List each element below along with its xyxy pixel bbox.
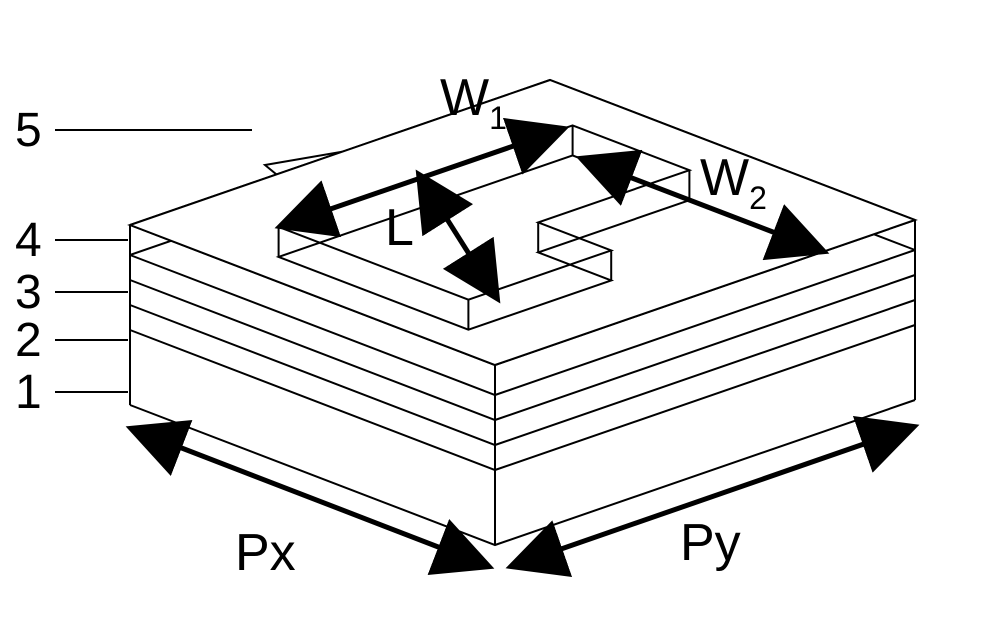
layer-5-label: 5	[15, 104, 42, 157]
layer-3-label: 3	[15, 266, 42, 319]
w1-label: W1	[440, 69, 507, 136]
isometric-layer-diagram: 5 4 3 2 1 W1 W2 L Px Py	[0, 0, 1000, 629]
l-label: L	[385, 199, 414, 257]
py-label: Py	[680, 514, 741, 572]
layer-1-label: 1	[15, 366, 42, 419]
px-label: Px	[235, 524, 296, 582]
layer-2-label: 2	[15, 314, 42, 367]
layer-4-label: 4	[15, 214, 42, 267]
